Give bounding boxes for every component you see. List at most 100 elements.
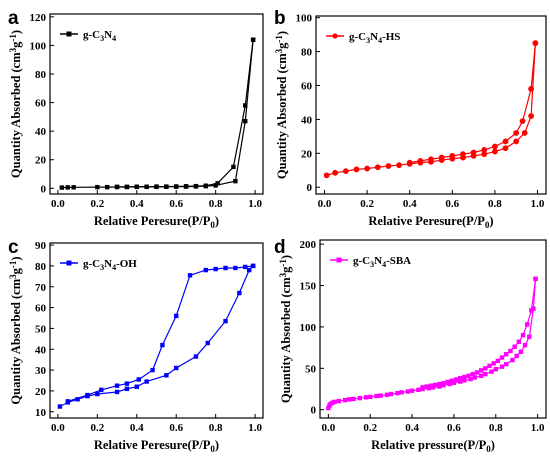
data-point [351,396,356,402]
data-point [363,395,369,400]
data-point [449,152,456,159]
data-point [458,379,463,384]
data-point [193,183,199,189]
x-tick-label: 0.6 [445,198,459,210]
data-point [420,385,425,390]
data-point [487,363,492,369]
y-tick-label: 0 [311,405,317,417]
data-point [203,183,209,188]
legend-label: g-C3N4-OH [83,258,137,272]
data-point [124,386,130,392]
data-point [378,393,383,398]
data-point [513,130,520,136]
data-point [223,318,228,324]
x-tick-label: 0.0 [318,198,332,210]
data-point [513,138,520,145]
data-point [347,397,352,402]
data-point [374,393,379,399]
data-point [223,265,228,271]
panel-letter: a [8,8,19,29]
data-point [445,379,450,385]
plot-frame [315,15,547,195]
plot-frame [49,13,264,195]
data-point [215,181,220,186]
data-point [205,340,210,346]
y-tick-label: 50 [305,363,317,375]
data-point [237,290,242,296]
data-point [75,397,80,402]
data-point [243,264,248,270]
data-point [483,366,488,371]
data-point [213,266,218,272]
data-point [438,154,445,161]
data-point [95,391,100,397]
data-point [437,381,442,387]
y-tick-label: 80 [35,69,47,81]
data-point [250,37,256,42]
data-point [516,339,521,345]
data-point [164,184,169,189]
x-tick-label: 0.2 [360,198,374,210]
data-point [65,185,70,190]
x-tick-label: 0.2 [90,422,104,434]
data-point [144,184,149,189]
data-point [99,387,104,393]
series-line-adsorption [59,265,254,408]
data-point [481,147,488,153]
data-point [164,373,169,378]
data-point [342,168,349,175]
x-tick-label: 0.8 [489,422,503,434]
y-tick-label: 30 [35,365,47,377]
y-tick-label: 60 [35,303,47,315]
y-tick-label: 0 [307,182,313,194]
data-point [124,184,130,190]
data-point [134,184,139,189]
data-point [493,366,498,372]
y-tick-label: 200 [300,239,317,251]
legend-label: g-C3N4-SBA [353,255,411,269]
data-point [499,364,505,369]
data-point [104,184,110,190]
legend-marker [336,257,342,263]
x-axis-title: Relative pressure(P/P0) [371,438,495,454]
x-tick-label: 0.4 [405,422,419,434]
data-point [136,377,141,382]
data-point [529,308,534,313]
data-point [59,185,65,190]
data-point [193,354,199,359]
x-tick-label: 0.2 [363,422,377,434]
y-tick-label: 20 [35,386,47,398]
data-point [514,353,519,359]
data-point [160,342,165,348]
data-point [518,349,524,354]
data-point [468,376,473,382]
y-tick-label: 60 [35,98,47,110]
panel-c: 0.0 0.2 0.4 0.6 0.8 1.0 10 20 30 40 50 60 70 80 90 Rela… [8,237,264,454]
y-tick-label: 20 [35,155,47,167]
panel-letter: c [8,237,19,258]
y-tick-label: 70 [35,282,47,294]
y-axis-title: Quantity Absorbed (cm3g-1) [278,255,293,403]
y-tick-label: 40 [35,126,47,138]
data-point [174,313,179,319]
data-point [449,378,455,383]
x-tick-label: 0.4 [403,198,417,210]
panel-letter: d [274,237,286,258]
data-point [502,145,509,152]
x-tick-label: 0.0 [51,422,65,434]
data-point [472,375,478,380]
data-point [357,395,362,401]
data-point [428,383,434,388]
panel-d: 0.0 0.2 0.4 0.6 0.8 1.0 0 50 100 150 200 Relative p… [274,237,547,454]
data-point [416,387,421,393]
data-point [524,322,530,327]
y-tick-label: 100 [30,40,47,52]
data-point [183,184,189,189]
legend: g-C3N4-SBA [330,255,411,269]
data-point [65,399,70,404]
data-point [462,374,467,380]
x-axis-title: Relative Peresure(P/P0) [368,214,493,230]
data-point [528,85,534,92]
panel-letter: b [274,8,286,29]
